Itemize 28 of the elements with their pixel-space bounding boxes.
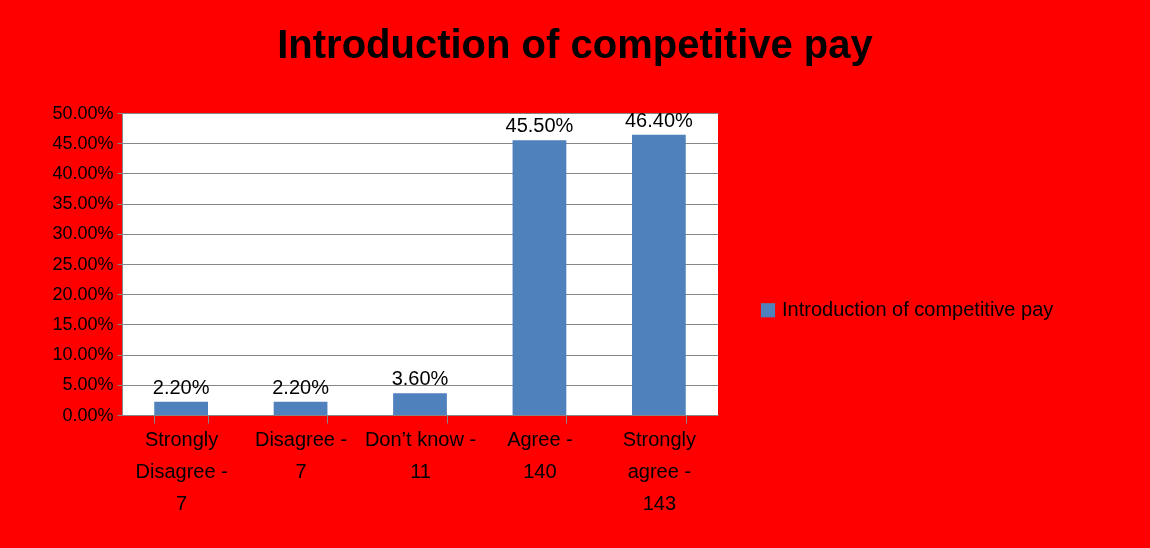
x-tick-label: Disagree - 7 bbox=[254, 427, 348, 482]
y-tick-label: 50.00% bbox=[52, 102, 114, 123]
y-tick-label: 25.00% bbox=[52, 253, 114, 274]
y-tick-label: 10.00% bbox=[52, 344, 114, 365]
y-tick-label: 35.00% bbox=[52, 193, 114, 214]
y-tick-label: 20.00% bbox=[52, 283, 114, 304]
y-tick-label: 30.00% bbox=[52, 223, 114, 244]
data-label: 3.60% bbox=[391, 367, 449, 390]
x-tick-label: Agree - 140 bbox=[507, 427, 573, 482]
y-tick-label: 15.00% bbox=[52, 313, 114, 334]
y-tick-label: 45.00% bbox=[52, 132, 114, 153]
data-label: 2.20% bbox=[152, 375, 210, 398]
y-tick-label: 5.00% bbox=[62, 374, 114, 395]
chart-title: Introduction of competitive pay bbox=[277, 22, 874, 66]
x-tick-label: Don’t know - 11 bbox=[364, 427, 477, 482]
x-tick-label: Strongly Disagree - 7 bbox=[135, 427, 228, 514]
data-label: 45.50% bbox=[505, 114, 574, 137]
bar bbox=[393, 393, 447, 415]
legend-label: Introduction of competitive pay bbox=[782, 298, 1054, 321]
x-tick-label: Strongly agree - 143 bbox=[622, 427, 697, 514]
y-tick-label: 0.00% bbox=[62, 404, 114, 425]
data-label: 46.40% bbox=[624, 108, 693, 131]
bar bbox=[632, 134, 686, 415]
bar bbox=[512, 140, 567, 415]
data-label: 2.20% bbox=[272, 375, 330, 398]
bar bbox=[273, 401, 328, 415]
y-tick-label: 40.00% bbox=[52, 162, 114, 183]
bar bbox=[154, 401, 208, 415]
